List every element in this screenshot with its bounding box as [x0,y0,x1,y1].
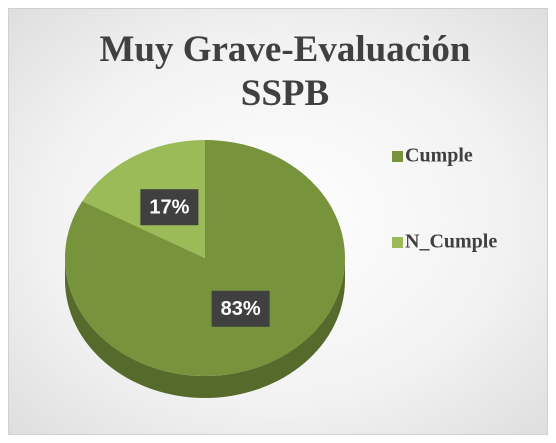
legend-swatch [392,237,403,248]
data-label-box [211,290,270,327]
legend-swatch [392,151,403,162]
legend-label: Cumple [405,145,473,167]
legend-label: N_Cumple [405,231,497,253]
data-label: 17% [149,196,189,218]
slice-side [65,258,345,398]
slice [64,140,345,376]
data-label: 83% [221,298,261,320]
chart-title: Muy Grave-Evaluación SSPB [99,29,471,114]
data-label-box [140,189,199,226]
